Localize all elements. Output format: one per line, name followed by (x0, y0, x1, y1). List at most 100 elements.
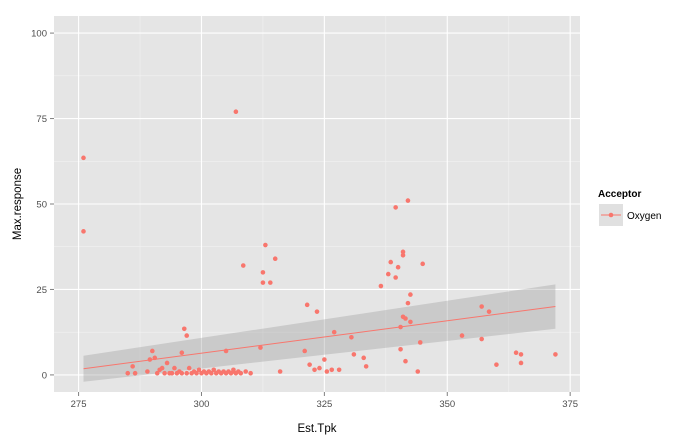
data-point (240, 263, 246, 268)
data-point (260, 280, 266, 285)
data-point (393, 275, 398, 280)
data-point (405, 198, 411, 203)
data-point (260, 270, 266, 275)
data-point (152, 355, 158, 361)
data-point (154, 370, 160, 376)
data-point (130, 364, 135, 369)
data-point (272, 256, 278, 261)
data-point (243, 369, 249, 374)
data-point (238, 370, 244, 376)
data-point (233, 109, 239, 115)
x-axis-title: Est.Tpk (298, 423, 337, 435)
x-tick-label: 350 (439, 399, 455, 410)
data-point (81, 229, 86, 234)
confidence-band-layer (83, 284, 556, 382)
data-point (553, 352, 558, 357)
data-point (331, 329, 337, 335)
x-tick-label: 375 (562, 399, 578, 410)
y-tick-label: 0 (42, 370, 47, 381)
y-axis: 0 25 50 75 100 (31, 29, 54, 381)
y-axis-title: Max.response (12, 168, 24, 240)
data-point (277, 369, 283, 374)
data-point (398, 324, 403, 330)
data-point (125, 370, 131, 376)
data-point (363, 364, 369, 369)
data-point (132, 370, 138, 376)
data-point (479, 304, 484, 309)
y-tick-label: 50 (36, 200, 47, 211)
fit-line-layer (83, 306, 556, 370)
data-point (459, 333, 465, 338)
data-point (159, 365, 165, 371)
confidence-band (83, 284, 556, 382)
data-point (223, 348, 229, 354)
x-axis: 275 300 325 350 375 (71, 392, 578, 410)
data-point (307, 362, 312, 367)
data-point (408, 292, 413, 297)
data-point (194, 370, 199, 376)
data-point (312, 367, 317, 373)
legend: Acceptor Oxygen (598, 189, 661, 226)
data-point (150, 348, 155, 354)
data-point (196, 367, 202, 373)
data-point (258, 345, 263, 350)
data-point (400, 252, 406, 258)
legend-key-point (608, 212, 614, 218)
data-point (263, 242, 268, 248)
data-points-layer (81, 109, 558, 376)
data-point (361, 355, 367, 361)
data-point (211, 367, 217, 373)
grid-major-lines (54, 16, 580, 392)
data-point (351, 352, 357, 357)
legend-entry-oxygen: Oxygen (599, 204, 661, 226)
data-point (302, 348, 308, 354)
data-point (162, 370, 167, 376)
y-tick-label: 25 (36, 285, 47, 296)
x-tick-label: 325 (316, 399, 332, 410)
data-point (81, 155, 86, 161)
data-point (184, 333, 190, 338)
data-point (395, 264, 401, 270)
data-point (248, 370, 253, 376)
data-point (324, 369, 330, 374)
data-point (378, 283, 384, 289)
data-point (172, 365, 177, 371)
data-point (179, 350, 185, 355)
data-point (479, 336, 484, 342)
y-tick-label: 75 (36, 114, 47, 125)
x-tick-label: 300 (194, 399, 210, 410)
data-point (329, 367, 335, 373)
data-point (513, 350, 519, 355)
fit-line (83, 306, 556, 370)
data-point (403, 358, 408, 364)
data-point (486, 309, 492, 314)
data-point (267, 280, 273, 285)
data-point (169, 370, 175, 376)
legend-title: Acceptor (598, 189, 641, 200)
data-point (317, 365, 322, 371)
data-point (186, 365, 192, 371)
y-tick-label: 100 (31, 29, 47, 40)
data-point (420, 261, 425, 267)
data-point (322, 357, 327, 362)
data-point (393, 205, 398, 210)
data-point (405, 300, 411, 306)
data-point (415, 369, 421, 374)
data-point (336, 367, 342, 373)
data-point (518, 360, 524, 366)
data-point (314, 309, 320, 314)
data-point (304, 302, 310, 308)
data-point (145, 369, 150, 374)
data-point (349, 335, 354, 340)
data-point (494, 362, 499, 367)
data-point (388, 259, 394, 265)
data-point (164, 360, 170, 366)
data-point (385, 271, 391, 277)
data-point (408, 319, 413, 325)
data-point (518, 352, 524, 357)
data-point (181, 326, 187, 332)
data-point (400, 249, 406, 255)
data-point (209, 370, 214, 376)
data-point (417, 340, 423, 345)
